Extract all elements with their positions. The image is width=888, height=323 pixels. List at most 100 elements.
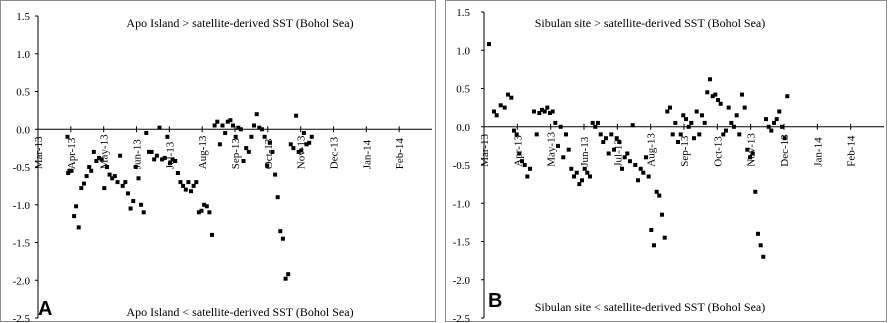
data-point bbox=[502, 105, 507, 110]
data-point bbox=[528, 166, 532, 171]
data-point bbox=[283, 276, 288, 281]
data-point bbox=[220, 123, 225, 128]
data-point bbox=[175, 171, 180, 175]
panel-a-label: A bbox=[38, 298, 52, 320]
panel-a-annotation-bottom: Apo Island < satellite-derived SST (Boho… bbox=[126, 305, 353, 319]
data-point bbox=[525, 174, 530, 179]
x-tick-label: Apr-13 bbox=[66, 137, 78, 169]
y-tick-label: -2.0 bbox=[13, 275, 31, 287]
data-point bbox=[144, 131, 149, 135]
data-point bbox=[241, 159, 246, 163]
data-point bbox=[750, 151, 755, 156]
data-point bbox=[120, 183, 125, 188]
data-point bbox=[128, 206, 133, 211]
data-point bbox=[537, 111, 542, 115]
x-tick-label: Oct-13 bbox=[712, 136, 724, 167]
data-point bbox=[152, 157, 157, 162]
y-tick-label: 1.0 bbox=[456, 45, 470, 57]
data-point bbox=[494, 113, 499, 118]
data-point bbox=[697, 132, 702, 137]
data-point bbox=[149, 149, 154, 154]
data-point bbox=[774, 117, 779, 122]
data-point bbox=[532, 109, 536, 114]
data-point bbox=[215, 119, 220, 124]
y-tick-label: -2.5 bbox=[453, 313, 471, 323]
data-point bbox=[126, 191, 130, 196]
data-point bbox=[601, 140, 606, 144]
data-point bbox=[262, 134, 267, 139]
data-point bbox=[265, 163, 270, 168]
data-point bbox=[105, 165, 109, 169]
data-point bbox=[625, 151, 630, 156]
data-point bbox=[753, 189, 758, 194]
data-point bbox=[131, 199, 136, 203]
data-point bbox=[782, 136, 787, 141]
data-point bbox=[772, 120, 776, 125]
data-point bbox=[246, 149, 251, 154]
data-point bbox=[194, 180, 199, 185]
data-point bbox=[708, 77, 712, 82]
panel-b-annotation-bottom: Sibulan site < satellite-derived SST (Bo… bbox=[535, 300, 766, 314]
data-point bbox=[649, 228, 654, 232]
data-point bbox=[115, 180, 120, 185]
x-tick-label: Jan-14 bbox=[361, 139, 373, 169]
data-point bbox=[254, 112, 259, 117]
data-point bbox=[673, 120, 678, 125]
data-point bbox=[726, 105, 731, 110]
data-point bbox=[157, 125, 162, 130]
data-point bbox=[705, 90, 710, 95]
data-point bbox=[99, 157, 104, 162]
data-point bbox=[620, 166, 624, 171]
panel-b-x-ticks: Mar-13 Apr-13 May-13 Jun-13 Jul-13 Aug-13 Sep-… bbox=[479, 123, 858, 167]
data-point bbox=[678, 132, 683, 137]
data-point bbox=[606, 151, 611, 156]
data-point bbox=[540, 107, 544, 112]
data-point bbox=[590, 120, 595, 125]
y-tick-label: 1.5 bbox=[16, 11, 30, 23]
data-point bbox=[644, 155, 648, 160]
data-point bbox=[82, 181, 86, 186]
data-point bbox=[764, 117, 768, 122]
data-point bbox=[542, 109, 547, 114]
data-point bbox=[162, 155, 167, 160]
data-point bbox=[553, 120, 558, 125]
data-point bbox=[296, 149, 301, 154]
data-point bbox=[252, 123, 256, 128]
data-point bbox=[249, 134, 254, 139]
data-point bbox=[777, 109, 782, 114]
y-tick-label: -1.5 bbox=[13, 238, 31, 250]
data-point bbox=[102, 186, 107, 191]
panel-a-x-ticks: Mar-13 Apr-13 May-13 Jun-13 Jul-13 Aug-13 Sep-… bbox=[33, 126, 406, 169]
data-point bbox=[514, 132, 519, 137]
data-point bbox=[737, 132, 742, 137]
data-point bbox=[509, 95, 514, 100]
data-point bbox=[761, 254, 766, 259]
x-tick-label: Dec-13 bbox=[329, 136, 341, 169]
data-point bbox=[236, 125, 241, 130]
data-point bbox=[294, 113, 299, 118]
data-point bbox=[580, 178, 584, 183]
y-tick-label: -1.5 bbox=[453, 237, 471, 249]
panel-a-y-ticks: 1.5 1.0 0.5 0.0 -0.5 -1.0 -1.5 -2.0 -2.5 bbox=[13, 11, 38, 323]
data-point bbox=[91, 149, 96, 154]
data-point bbox=[569, 166, 574, 171]
data-point bbox=[534, 132, 539, 137]
data-point bbox=[72, 214, 77, 219]
x-tick-label: Jan-14 bbox=[812, 137, 824, 167]
data-point bbox=[556, 143, 560, 148]
data-point bbox=[87, 165, 92, 169]
data-point bbox=[522, 163, 527, 167]
data-point bbox=[614, 136, 619, 141]
data-point bbox=[307, 140, 312, 145]
data-point bbox=[585, 170, 590, 175]
panel-b-y-ticks: 1.5 1.0 0.5 0.0 -0.5 -1.0 -1.5 -2.0 -2.5 bbox=[453, 7, 484, 323]
data-point bbox=[199, 208, 204, 213]
data-point bbox=[681, 113, 686, 118]
data-point bbox=[718, 101, 723, 106]
x-tick-label: Sep-13 bbox=[230, 138, 242, 170]
data-point bbox=[280, 236, 285, 241]
data-point bbox=[118, 153, 123, 158]
data-point bbox=[724, 128, 728, 133]
data-point bbox=[76, 225, 81, 230]
data-point bbox=[204, 204, 209, 209]
